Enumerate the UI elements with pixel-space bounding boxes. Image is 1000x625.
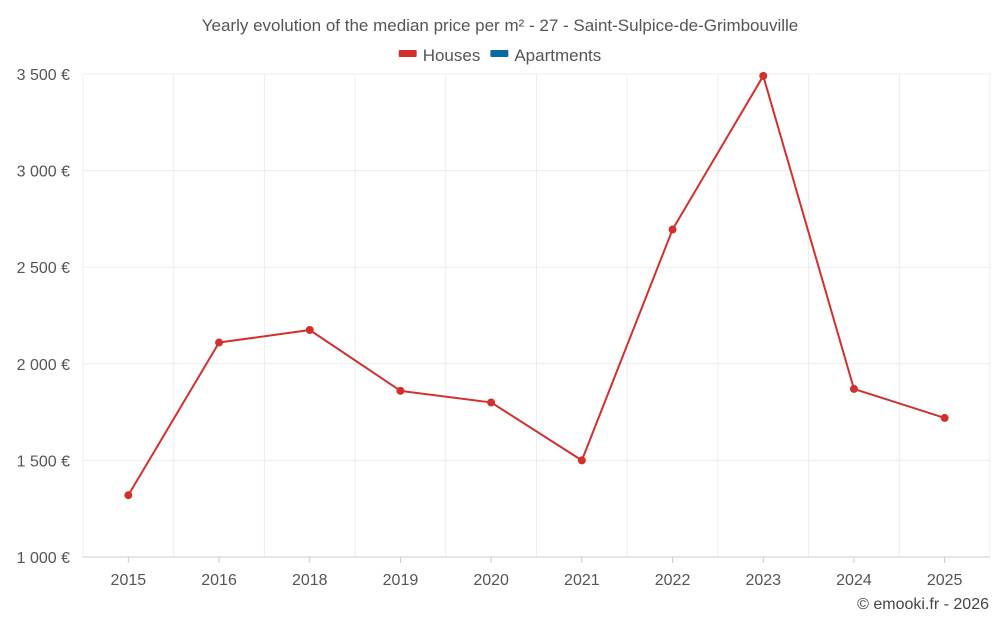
data-point[interactable] (124, 491, 133, 500)
legend-swatch-apartments[interactable] (490, 50, 509, 57)
legend-label: Apartments (514, 46, 601, 65)
x-tick-label: 2016 (201, 572, 237, 589)
series-line-houses (127, 74, 945, 496)
data-point[interactable] (487, 398, 496, 407)
x-tick-label: 2025 (927, 572, 963, 589)
data-point[interactable] (940, 413, 949, 422)
axes: 1 000 € 1 500 € 2 000 € 2 500 € 3 000 € 3 500… (17, 67, 990, 589)
y-tick-label: 2 000 € (17, 357, 70, 374)
chart-title: Yearly evolution of the median price per… (202, 16, 799, 35)
x-tick-label: 2023 (745, 572, 781, 589)
x-tick-label: 2019 (383, 572, 419, 589)
x-tick-label: 2022 (655, 572, 691, 589)
y-tick-label: 2 500 € (17, 260, 70, 277)
data-point[interactable] (215, 338, 224, 347)
x-tick-label: 2024 (836, 572, 872, 589)
gridlines (82, 73, 991, 557)
data-point[interactable] (759, 71, 768, 80)
x-tick-label: 2021 (564, 572, 600, 589)
x-tick-label: 2015 (111, 572, 147, 589)
data-point[interactable] (396, 386, 405, 395)
y-tick-label: 3 500 € (17, 67, 70, 84)
y-tick-label: 1 500 € (17, 453, 70, 470)
credit-text: © emooki.fr - 2026 (857, 596, 989, 613)
data-point[interactable] (849, 384, 858, 393)
data-point[interactable] (577, 456, 586, 465)
data-point[interactable] (305, 325, 314, 334)
x-tick-label: 2018 (292, 572, 328, 589)
legend-swatch-houses[interactable] (398, 50, 417, 57)
x-tick-label: 2020 (473, 572, 509, 589)
series-layer (124, 71, 949, 500)
legend-label: Houses (423, 46, 481, 65)
y-tick-label: 3 000 € (17, 164, 70, 181)
y-tick-label: 1 000 € (17, 550, 70, 567)
data-point[interactable] (668, 225, 677, 234)
legend[interactable]: Houses Apartments (398, 46, 602, 65)
